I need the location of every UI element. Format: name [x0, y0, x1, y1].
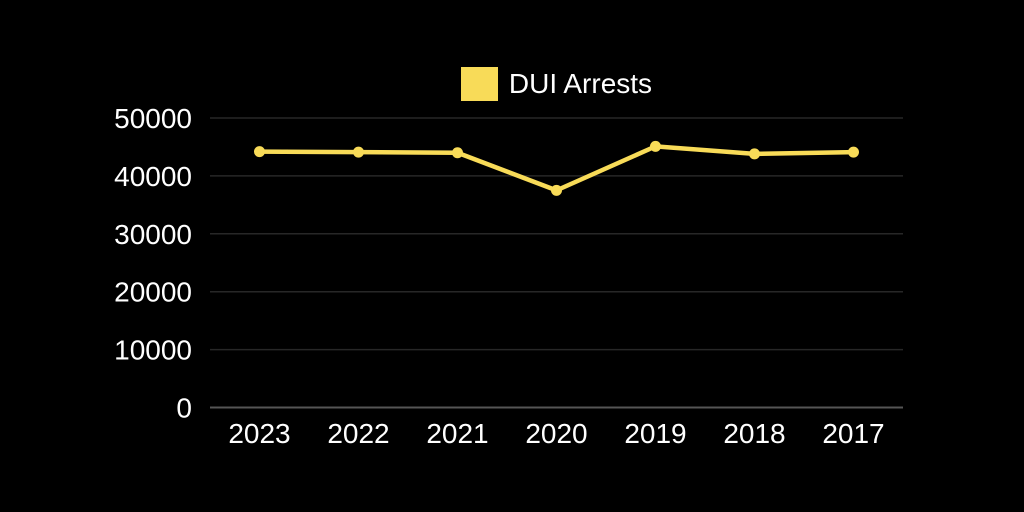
- y-tick-label: 40000: [114, 161, 192, 192]
- gridlines-group: [210, 117, 903, 409]
- data-point-marker: [353, 146, 364, 158]
- x-tick-label: 2019: [624, 418, 686, 449]
- data-point-marker: [848, 146, 859, 158]
- y-axis-labels-group: 0 10000 20000 30000 40000 50000: [114, 103, 192, 424]
- x-tick-label: 2022: [327, 418, 389, 449]
- y-tick-label: 20000: [114, 277, 192, 308]
- series-line: [257, 144, 856, 193]
- y-tick-label: 30000: [114, 219, 192, 250]
- data-point-marker: [452, 147, 463, 159]
- x-tick-label: 2020: [525, 418, 587, 449]
- x-tick-label: 2023: [228, 418, 290, 449]
- x-tick-label: 2018: [723, 418, 785, 449]
- data-point-marker: [650, 140, 661, 152]
- x-tick-label: 2021: [426, 418, 488, 449]
- y-tick-label: 0: [176, 393, 192, 424]
- data-point-marker: [254, 146, 265, 158]
- x-axis-labels-group: 2023 2022 2021 2020 2019 2018 2017: [228, 418, 884, 449]
- y-tick-label: 50000: [114, 103, 192, 134]
- data-point-marker: [551, 184, 562, 196]
- data-point-marker: [749, 148, 760, 160]
- series-group: [254, 140, 859, 196]
- y-tick-label: 10000: [114, 335, 192, 366]
- x-tick-label: 2017: [822, 418, 884, 449]
